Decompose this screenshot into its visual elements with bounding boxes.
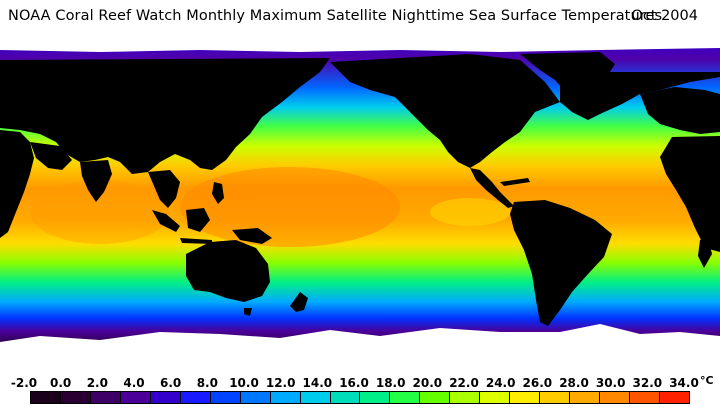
new-guinea [232, 228, 272, 244]
colorbar-swatch [360, 392, 391, 403]
africa [0, 130, 34, 238]
north-america [330, 54, 560, 168]
map-title: NOAA Coral Reef Watch Monthly Maximum Sa… [0, 8, 720, 34]
colorbar-tick-label: 32.0 [632, 376, 663, 390]
colorbar-swatch [570, 392, 601, 403]
colorbar-swatch [60, 392, 91, 403]
east-pacific-cool-tongue [430, 198, 510, 226]
asia [0, 58, 330, 174]
colorbar [30, 391, 690, 404]
colorbar-tick-label: 18.0 [375, 376, 406, 390]
colorbar-tick-label: 14.0 [302, 376, 333, 390]
colorbar-swatch [31, 392, 61, 403]
colorbar-tick-label: 34.0 [669, 376, 699, 390]
colorbar-tick-label: 22.0 [449, 376, 479, 390]
colorbar-swatch [510, 392, 541, 403]
antarctic-ice [0, 324, 720, 367]
colorbar-swatch [150, 392, 181, 403]
cuba [500, 178, 530, 186]
colorbar-tick-label: 16.0 [339, 376, 369, 390]
title-text: NOAA Coral Reef Watch Monthly Maximum Sa… [8, 8, 663, 24]
colorbar-tick-label: 6.0 [160, 376, 182, 390]
colorbar-tick-label: 8.0 [196, 376, 218, 390]
arctic-ice [0, 42, 720, 52]
africa-east [660, 136, 720, 252]
colorbar-tick-label: 30.0 [595, 376, 626, 390]
japan [222, 106, 246, 150]
colorbar-swatch [120, 392, 151, 403]
title-date: Oct 2004 [631, 8, 698, 24]
colorbar-tick-label: 0.0 [50, 376, 72, 390]
indian-ocean-warm-pool [30, 180, 170, 244]
colorbar-tick-label: 10.0 [229, 376, 259, 390]
colorbar-tick-label: 20.0 [412, 376, 443, 390]
south-america [510, 200, 612, 326]
india [80, 160, 112, 202]
arabia [30, 142, 72, 170]
new-zealand [290, 292, 308, 312]
colorbar-tick-label: 2.0 [86, 376, 108, 390]
unit-label: °C [700, 374, 714, 387]
java [180, 238, 212, 244]
temperature-scale: °C -2.0 0.0 2.0 4.0 6.0 8.0 10.0 12.0 14.0 16.0 18… [0, 374, 720, 411]
colorbar-swatch [180, 392, 211, 403]
colorbar-tick-label: 26.0 [522, 376, 553, 390]
colorbar-swatch [450, 392, 481, 403]
colorbar-tick-label: 4.0 [123, 376, 145, 390]
land-masses [0, 52, 720, 326]
colorbar-tick-label: 28.0 [559, 376, 589, 390]
eurasia [0, 62, 720, 120]
colorbar-tick-label: 24.0 [485, 376, 516, 390]
colorbar-swatch [480, 392, 511, 403]
colorbar-swatch [390, 392, 421, 403]
colorbar-swatch [420, 392, 451, 403]
sst-map [0, 42, 720, 367]
indochina [148, 170, 180, 208]
colorbar-swatch [300, 392, 331, 403]
colorbar-tick-label: 12.0 [265, 376, 296, 390]
tasmania [244, 308, 252, 316]
central-america [470, 168, 514, 208]
europe [640, 87, 720, 134]
colorbar-swatch [90, 392, 121, 403]
colorbar-tick-label: -2.0 [10, 376, 38, 390]
colorbar-swatch [210, 392, 241, 403]
colorbar-swatch [660, 392, 689, 403]
west-pacific-warm-pool [180, 167, 400, 247]
colorbar-swatch [630, 392, 661, 403]
colorbar-swatch [600, 392, 631, 403]
colorbar-swatch [540, 392, 571, 403]
colorbar-swatch [240, 392, 271, 403]
colorbar-swatch [270, 392, 301, 403]
madagascar [698, 238, 712, 268]
australia [186, 240, 270, 302]
borneo [186, 208, 210, 232]
sumatra [152, 210, 180, 232]
colorbar-swatch [330, 392, 361, 403]
philippines [212, 182, 224, 204]
